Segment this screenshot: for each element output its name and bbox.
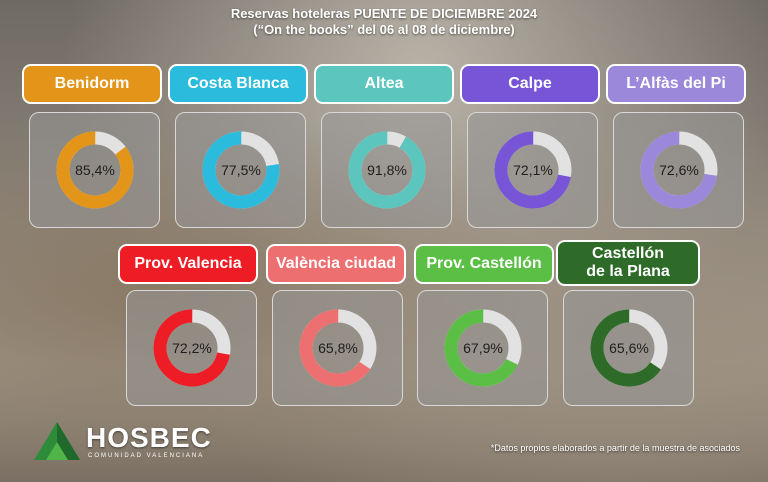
label-text-line-1: Castellón bbox=[591, 245, 664, 262]
chart-prov-castellon: 67,9% bbox=[417, 290, 548, 406]
label-castellon-plana: Castellón de la Plana bbox=[556, 240, 700, 286]
page-title: Reservas hoteleras PUENTE DE DICIEMBRE 2… bbox=[0, 6, 768, 38]
chart-prov-valencia: 72,2% bbox=[126, 290, 257, 406]
donut-chart: 72,2% bbox=[153, 309, 230, 387]
label-costa-blanca: Costa Blanca bbox=[168, 64, 308, 104]
title-line-2: (“On the books” del 06 al 08 de diciembr… bbox=[253, 22, 515, 37]
chart-castellon-plana: 65,6% bbox=[563, 290, 694, 406]
donut-chart: 85,4% bbox=[56, 131, 133, 209]
donut-chart: 77,5% bbox=[202, 131, 279, 209]
donut-value-label: 91,8% bbox=[367, 162, 407, 178]
donut-chart: 91,8% bbox=[348, 131, 425, 209]
donut-value-label: 77,5% bbox=[221, 162, 261, 178]
chart-calpe: 72,1% bbox=[467, 112, 598, 228]
chart-alfas: 72,6% bbox=[613, 112, 744, 228]
label-text: Costa Blanca bbox=[187, 75, 289, 92]
label-prov-castellon: Prov. Castellón bbox=[414, 244, 554, 284]
label-text: Altea bbox=[364, 75, 404, 92]
donut-value-label: 72,6% bbox=[659, 162, 699, 178]
label-benidorm: Benidorm bbox=[22, 64, 162, 104]
label-text: L’Alfàs del Pi bbox=[626, 75, 726, 92]
chart-valencia-ciudad: 65,8% bbox=[272, 290, 403, 406]
label-text: València ciudad bbox=[275, 255, 397, 272]
donut-chart: 67,9% bbox=[444, 309, 521, 387]
label-text: Calpe bbox=[508, 75, 552, 92]
label-text: Prov. Castellón bbox=[426, 255, 542, 272]
label-valencia-ciudad: València ciudad bbox=[266, 244, 406, 284]
donut-value-arc bbox=[299, 309, 376, 387]
donut-value-label: 72,2% bbox=[172, 340, 212, 356]
donut-value-label: 65,6% bbox=[609, 340, 649, 356]
label-text-line-2: de la Plana bbox=[586, 263, 670, 280]
donut-chart: 72,1% bbox=[494, 131, 571, 209]
chart-altea: 91,8% bbox=[321, 112, 452, 228]
hosbec-logo: HOSBEC COMUNIDAD VALENCIANA bbox=[32, 420, 232, 470]
label-text: Benidorm bbox=[54, 75, 130, 92]
donut-chart: 65,8% bbox=[299, 309, 376, 387]
donut-chart: 65,6% bbox=[590, 309, 667, 387]
label-altea: Altea bbox=[314, 64, 454, 104]
label-text: Prov. Valencia bbox=[134, 255, 242, 272]
logo-name: HOSBEC bbox=[86, 422, 212, 453]
donut-value-arc bbox=[56, 131, 133, 209]
donut-value-label: 85,4% bbox=[75, 162, 115, 178]
label-prov-valencia: Prov. Valencia bbox=[118, 244, 258, 284]
label-calpe: Calpe bbox=[460, 64, 600, 104]
logo-tagline: COMUNIDAD VALENCIANA bbox=[88, 453, 205, 459]
chart-costa-blanca: 77,5% bbox=[175, 112, 306, 228]
label-alfas: L’Alfàs del Pi bbox=[606, 64, 746, 104]
donut-value-label: 67,9% bbox=[463, 340, 503, 356]
triangle-logo-icon bbox=[34, 422, 80, 460]
footnote: *Datos propios elaborados a partir de la… bbox=[490, 443, 740, 453]
donut-value-arc bbox=[153, 309, 230, 387]
donut-value-label: 72,1% bbox=[513, 162, 553, 178]
title-line-1: Reservas hoteleras PUENTE DE DICIEMBRE 2… bbox=[230, 6, 538, 21]
donut-value-arc bbox=[348, 131, 425, 209]
donut-value-arc bbox=[590, 309, 667, 387]
donut-value-label: 65,8% bbox=[318, 340, 358, 356]
chart-benidorm: 85,4% bbox=[29, 112, 160, 228]
donut-chart: 72,6% bbox=[640, 131, 717, 209]
